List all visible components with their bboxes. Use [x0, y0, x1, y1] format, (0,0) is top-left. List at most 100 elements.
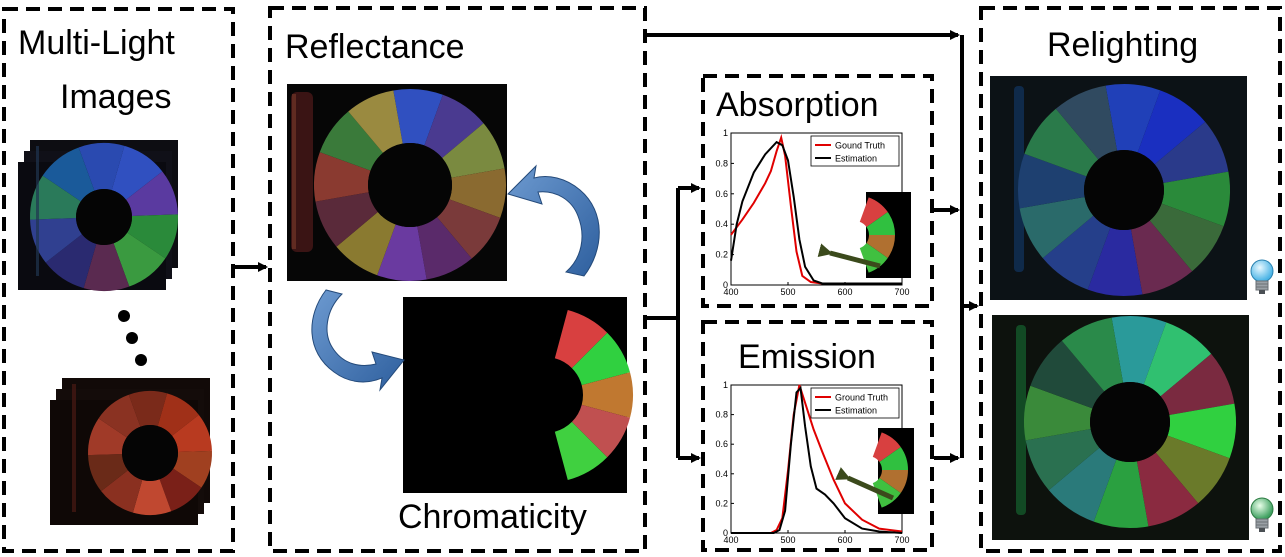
- wheel-rel-1-segment: [1087, 227, 1143, 296]
- wheel-inset-em-segment: [872, 432, 901, 462]
- absorption-panel-frame: [701, 74, 934, 308]
- input-image-stack-bottom: [50, 378, 212, 525]
- wheel-rel-1-segment: [1161, 171, 1230, 227]
- wheel-in-1-segment: [45, 234, 97, 289]
- absorption-title: Absorption: [716, 86, 879, 124]
- relighting-image-blue: [990, 76, 1247, 300]
- wheel-in-2-segment: [88, 453, 128, 492]
- wheel-rel-1-segment: [1130, 220, 1193, 295]
- wheel-chroma-segment: [554, 421, 608, 481]
- x-tick-label: 700: [894, 287, 909, 297]
- chromaticity-image: [403, 297, 633, 493]
- relighting-panel-frame: [979, 6, 1282, 553]
- wheel-rel-2-segment: [1093, 459, 1149, 528]
- emission-plot: 400 500 600 700 0 0.2 0.4 0.6 0.8 1 Ground Truth Es…: [715, 380, 909, 545]
- wheel-refl-segment: [449, 168, 506, 218]
- emission-title: Emission: [738, 338, 876, 376]
- color-wheel-image-blue: [30, 143, 178, 291]
- wheel-rel-2-segment: [1136, 452, 1199, 527]
- wheel-rel-2-segment: [1024, 385, 1093, 441]
- wheel-rel-2-segment: [1025, 428, 1100, 491]
- series-line-1: [731, 384, 903, 534]
- color-wheel-image-red: [88, 391, 212, 515]
- wheel-rel-2-segment: [1048, 447, 1117, 522]
- lightbulb-green-icon: [1250, 497, 1274, 532]
- wheel-in-1-segment: [78, 143, 125, 191]
- wheel-in-2-segment: [88, 418, 127, 456]
- y-tick-label: 0.8: [715, 410, 728, 420]
- wheel-in-1-segment: [83, 243, 130, 291]
- emission-panel-frame: [701, 320, 934, 552]
- wheel-rel-1-segment: [1042, 215, 1111, 290]
- input-panel-frame: [2, 7, 235, 553]
- y-tick-label: 0.2: [715, 498, 728, 508]
- wheel-rel-2-segment: [1061, 317, 1124, 392]
- wheel-rel-2-segment: [1167, 403, 1236, 459]
- wheel-in-2-segment: [101, 470, 143, 513]
- wheel-inset-em-segment: [879, 447, 908, 470]
- wheel-rel-1-segment: [1137, 90, 1206, 165]
- wheel-in-1-segment: [127, 214, 178, 259]
- emission-inset-arrow: [835, 467, 895, 501]
- wheel-refl-segment: [336, 211, 396, 276]
- wheel-in-2-segment: [128, 391, 168, 427]
- wheel-refl-segment: [436, 199, 501, 259]
- wheel-rel-1-segment: [1149, 203, 1224, 272]
- wheel-rel-2-segment: [1160, 353, 1235, 416]
- wheel-in-2-segment: [132, 479, 172, 515]
- wheel-chroma-segment: [571, 404, 631, 458]
- wheel-rel-2-segment: [1155, 435, 1230, 504]
- wheel-rel-2-segment: [1030, 340, 1105, 409]
- wheel-in-2-segment: [173, 450, 212, 488]
- x-tick-label: 600: [837, 535, 852, 545]
- y-tick-label: 0.2: [715, 250, 728, 260]
- wheel-rel-1-segment: [1055, 85, 1118, 160]
- wheel-in-2-segment: [172, 414, 212, 453]
- y-tick-label: 0.4: [715, 219, 728, 229]
- input-image-stack-top: [18, 140, 178, 291]
- wheel-rel-1-segment: [1154, 121, 1229, 184]
- wheel-in-2-segment: [98, 394, 141, 438]
- y-tick-label: 1: [723, 380, 728, 390]
- curved-arrow-upper: [507, 164, 600, 277]
- legend-box: [810, 135, 900, 167]
- wheel-rel-1-segment: [1019, 196, 1094, 259]
- y-tick-label: 0.8: [715, 158, 728, 168]
- y-tick-label: 0.4: [715, 469, 728, 479]
- wheel-refl-segment: [424, 94, 484, 159]
- wheel-inset-abs-segment: [866, 212, 895, 235]
- wheel-in-1-segment: [113, 232, 166, 287]
- wheel-chroma-segment: [581, 372, 633, 418]
- wheel-in-1-segment: [126, 171, 178, 217]
- y-tick-label: 1: [723, 128, 728, 138]
- wheel-in-2-segment: [159, 468, 202, 512]
- relighting-title: Relighting: [1047, 26, 1199, 64]
- wheel-in-1-segment: [111, 145, 163, 200]
- wheel-inset-abs-segment: [859, 197, 888, 227]
- wheel-refl-segment: [393, 88, 443, 146]
- series-line-2: [730, 140, 902, 285]
- x-tick-label: 700: [894, 535, 909, 545]
- emission-inset-image: [872, 428, 914, 514]
- wheel-in-2-segment: [157, 393, 199, 436]
- x-tick-label: 500: [780, 287, 795, 297]
- wheel-inset-abs-segment: [859, 243, 888, 273]
- input-title-line1: Multi-Light: [18, 24, 175, 62]
- chromaticity-title: Chromaticity: [398, 498, 587, 536]
- wheel-refl-segment: [417, 217, 472, 280]
- wheel-refl-segment: [319, 111, 384, 171]
- x-tick-label: 400: [723, 287, 738, 297]
- y-tick-label: 0: [723, 280, 728, 290]
- wheel-in-1-segment: [30, 217, 82, 263]
- legend-box: [810, 387, 900, 419]
- ellipsis-dots: [118, 310, 147, 366]
- absorption-inset-arrow: [817, 243, 881, 269]
- reflectance-image: [287, 84, 507, 281]
- wheel-refl-segment: [315, 192, 378, 247]
- wheel-rel-1-segment: [1024, 108, 1099, 177]
- y-tick-label: 0: [723, 528, 728, 538]
- series-line-2: [731, 385, 903, 534]
- y-tick-label: 0.6: [715, 439, 728, 449]
- wheel-rel-2-segment: [1143, 322, 1212, 397]
